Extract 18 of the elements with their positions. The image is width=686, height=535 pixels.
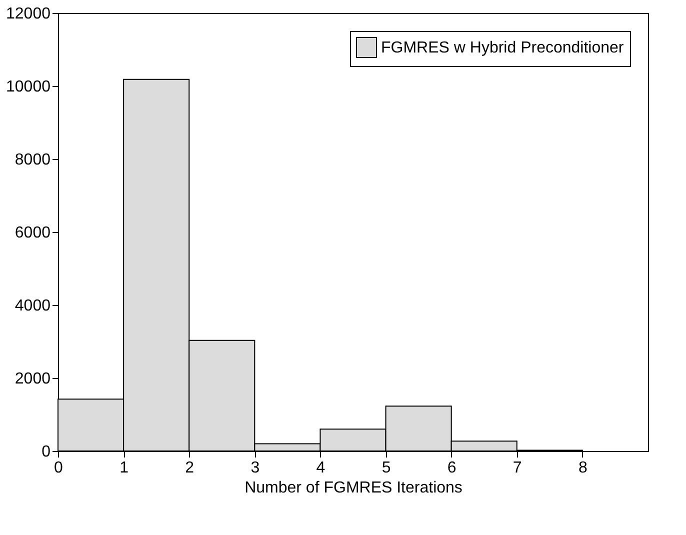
x-tick-label: 1 bbox=[120, 460, 129, 476]
y-tick-label: 4000 bbox=[14, 298, 51, 314]
y-tick-label: 6000 bbox=[14, 224, 51, 242]
x-tick-label: 8 bbox=[578, 460, 588, 476]
x-tick-label: 6 bbox=[447, 460, 456, 476]
y-tick-label: 10000 bbox=[6, 78, 51, 96]
x-tick-label: 7 bbox=[512, 460, 522, 476]
y-tick-label: 12000 bbox=[6, 6, 51, 22]
y-tick-label: 0 bbox=[42, 444, 51, 460]
x-axis-title: Number of FGMRES Iterations bbox=[244, 480, 462, 496]
x-tick-label: 5 bbox=[382, 460, 391, 476]
x-tick-label: 2 bbox=[185, 460, 194, 476]
y-tick-label: 2000 bbox=[14, 370, 51, 388]
x-tick-label: 0 bbox=[54, 460, 64, 476]
legend-label: FGMRES w Hybrid Preconditioner bbox=[381, 40, 624, 56]
y-tick-label: 8000 bbox=[14, 152, 51, 168]
x-tick-label: 4 bbox=[316, 460, 326, 476]
x-tick-label: 3 bbox=[250, 460, 260, 476]
